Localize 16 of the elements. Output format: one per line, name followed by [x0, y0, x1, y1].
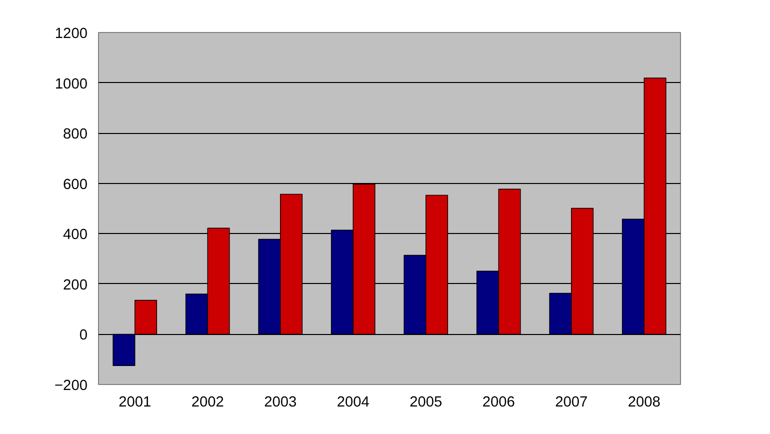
- x-tick-label: 2006: [482, 394, 515, 410]
- y-tick-label: 200: [63, 277, 88, 294]
- x-tick-label: 2007: [555, 394, 588, 410]
- x-tick-label: 2008: [628, 394, 660, 410]
- x-tick-label: 2001: [118, 394, 152, 410]
- x-tick-label: 2003: [264, 394, 297, 410]
- y-tick-label: 1200: [54, 26, 88, 42]
- y-tick-label: 400: [63, 227, 88, 244]
- x-tick-label: 2004: [336, 394, 370, 410]
- y-tick-label: 0: [79, 328, 88, 344]
- x-tick-label: 2005: [410, 394, 442, 410]
- x-tick-label: 2002: [191, 394, 224, 410]
- y-tick-label: 600: [63, 176, 88, 193]
- y-tick-label: −200: [54, 378, 88, 394]
- y-tick-label: 800: [63, 126, 88, 143]
- y-tick-label: 1000: [54, 76, 88, 92]
